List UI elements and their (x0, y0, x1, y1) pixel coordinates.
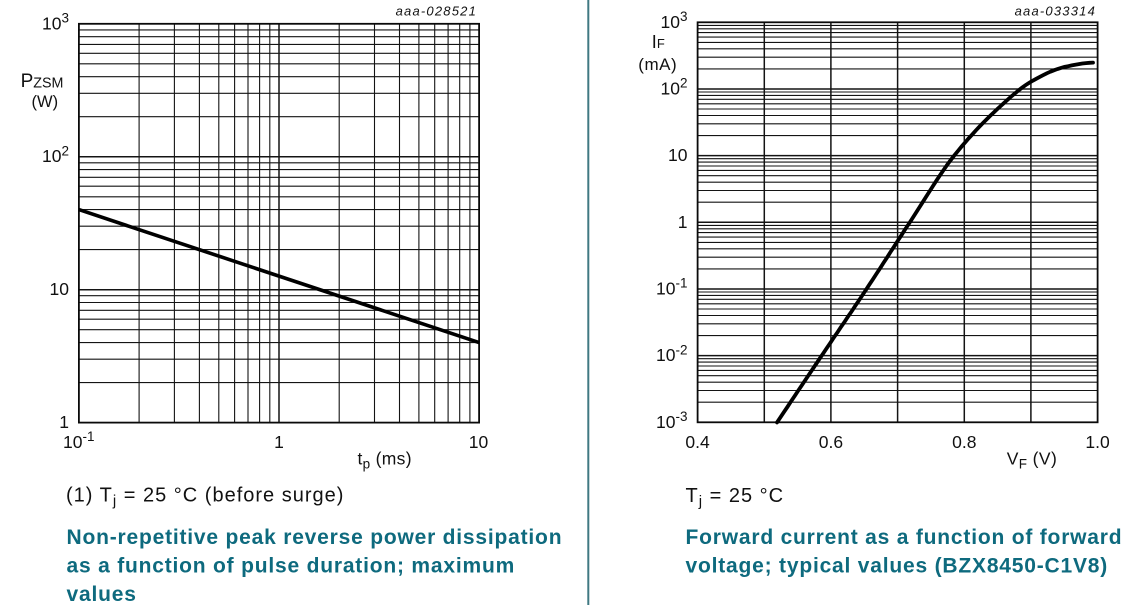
svg-text:voltage; typical values (BZX84: voltage; typical values (BZX8450-C1V8) (686, 554, 1109, 577)
svg-text:PZSM: PZSM (21, 71, 64, 92)
svg-text:0.6: 0.6 (819, 432, 843, 452)
svg-text:1: 1 (678, 212, 688, 232)
svg-text:(1) Tj = 25 °C (before surge): (1) Tj = 25 °C (before surge) (66, 485, 344, 510)
svg-text:0.8: 0.8 (952, 432, 976, 452)
svg-text:aaa-033314: aaa-033314 (1015, 4, 1096, 19)
svg-text:IF: IF (652, 32, 665, 52)
svg-text:aaa-028521: aaa-028521 (396, 4, 477, 19)
svg-text:(W): (W) (32, 93, 59, 111)
svg-text:1: 1 (274, 432, 284, 452)
svg-text:0.4: 0.4 (685, 432, 710, 452)
svg-text:(mA): (mA) (638, 55, 677, 74)
svg-text:tp (ms): tp (ms) (358, 449, 412, 472)
svg-text:1.0: 1.0 (1085, 432, 1110, 452)
svg-text:values: values (67, 583, 137, 605)
svg-text:10: 10 (469, 432, 489, 452)
svg-text:as a function of pulse duratio: as a function of pulse duration; maximum (67, 554, 516, 577)
svg-text:Tj = 25 °C: Tj = 25 °C (686, 485, 785, 510)
svg-text:Non-repetitive peak reverse po: Non-repetitive peak reverse power dissip… (67, 526, 563, 549)
svg-text:VF (V): VF (V) (1007, 449, 1058, 472)
svg-text:1: 1 (59, 412, 69, 432)
svg-text:10: 10 (50, 279, 70, 299)
svg-text:10: 10 (668, 145, 688, 165)
svg-text:Forward current as a function: Forward current as a function of forward (686, 526, 1123, 549)
